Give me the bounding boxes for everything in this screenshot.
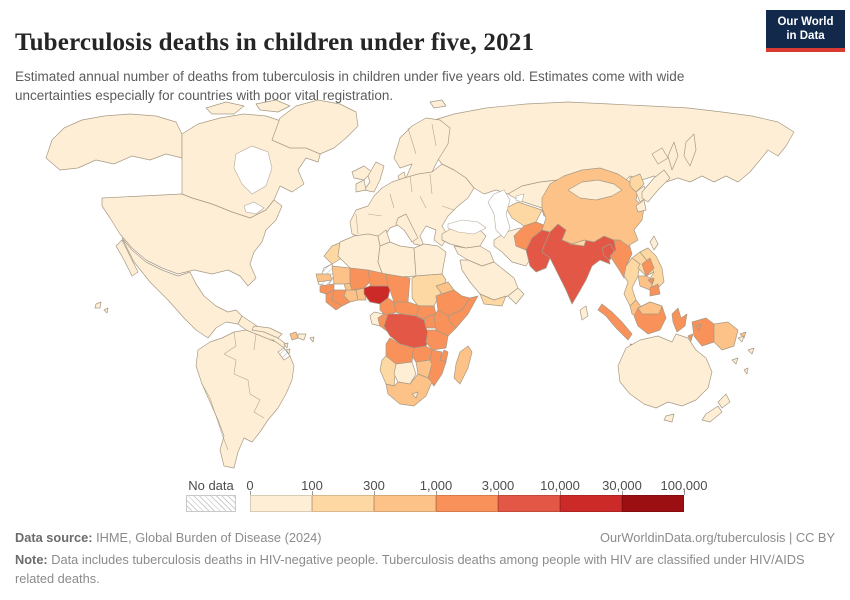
country-thailand[interactable]	[623, 257, 641, 307]
country-uk[interactable]	[363, 161, 385, 193]
legend-bin-2[interactable]	[312, 495, 374, 512]
hudson-bay	[233, 145, 273, 195]
country-senegal[interactable]	[315, 273, 333, 283]
no-data-swatch[interactable]	[186, 495, 236, 512]
country-zimbabwe[interactable]	[415, 359, 433, 379]
owid-logo-box: Our World in Data	[766, 10, 845, 48]
country-lesotho[interactable]	[411, 391, 419, 399]
country-taiwan[interactable]	[649, 235, 659, 251]
country-french-guiana[interactable]	[277, 347, 291, 361]
black-sea	[447, 219, 487, 235]
legend-bin-7[interactable]	[622, 495, 684, 512]
legend-tick-label: 10,000	[540, 478, 580, 493]
countries-layer[interactable]	[45, 99, 795, 469]
country-yemen[interactable]	[479, 293, 507, 307]
legend-tick-mark	[498, 491, 499, 495]
chart-footer: Data source: IHME, Global Burden of Dise…	[15, 530, 835, 588]
footnote: Note: Data includes tuberculosis deaths …	[15, 551, 835, 588]
owid-logo-line1: Our World	[777, 15, 834, 28]
country-dominican-republic[interactable]	[297, 333, 307, 341]
legend-color-bar: 0 100 300 1,000 3,000 10,000 30,000 100,000	[246, 478, 708, 512]
legend-tick-mark	[560, 491, 561, 495]
legend-bin-5[interactable]	[498, 495, 560, 512]
country-libya[interactable]	[377, 241, 417, 279]
legend-bin-6[interactable]	[560, 495, 622, 512]
country-kenya[interactable]	[433, 309, 457, 337]
country-madagascar[interactable]	[453, 345, 473, 385]
legend-tick-label: 100	[301, 478, 323, 493]
legend-tick-label: 0	[246, 478, 254, 493]
world-map[interactable]	[38, 98, 818, 473]
owid-logo[interactable]: Our World in Data	[766, 10, 845, 52]
map-legend: No data 0 100 300 1,000 3,000 10,000 30,000 100…	[0, 478, 850, 514]
country-greenland[interactable]	[271, 99, 359, 155]
legend-tick-mark	[250, 491, 251, 495]
south-america-borders	[201, 331, 265, 451]
no-data-label: No data	[188, 478, 234, 493]
water-layer	[233, 145, 525, 239]
legend-tick-mark	[374, 491, 375, 495]
owid-logo-line2: in Data	[786, 30, 825, 42]
country-north-korea[interactable]	[629, 173, 645, 193]
country-italy[interactable]	[395, 213, 419, 243]
country-hawaii[interactable]	[94, 301, 109, 314]
legend-bin-1[interactable]	[250, 495, 312, 512]
country-cuba[interactable]	[251, 325, 283, 339]
country-svalbard[interactable]	[429, 99, 447, 109]
country-oman[interactable]	[507, 287, 525, 305]
country-pacific-islands[interactable]	[731, 335, 755, 375]
legend-tick-mark	[684, 491, 685, 495]
country-japan[interactable]	[635, 147, 671, 213]
legend-tick-label: 100,000	[660, 478, 708, 493]
country-tanzania[interactable]	[425, 329, 449, 351]
country-usa[interactable]	[101, 193, 283, 287]
country-chad[interactable]	[385, 273, 411, 303]
legend-tick-mark	[312, 491, 313, 495]
country-mexico[interactable]	[115, 237, 243, 339]
country-south-africa[interactable]	[385, 373, 433, 407]
country-saudi-arabia[interactable]	[459, 259, 519, 301]
page-title: Tuberculosis deaths in children under fi…	[15, 28, 535, 56]
country-malaysia-borneo[interactable]	[637, 301, 663, 315]
great-lakes	[243, 201, 265, 215]
footnote-text: Data includes tuberculosis deaths in HIV…	[15, 552, 805, 586]
legend-tick-mark	[436, 491, 437, 495]
legend-tick-label: 30,000	[602, 478, 642, 493]
country-zambia[interactable]	[411, 345, 433, 363]
europe-borders	[355, 123, 455, 235]
country-haiti[interactable]	[289, 331, 299, 341]
country-lesser-antilles[interactable]	[283, 336, 315, 355]
credit-link[interactable]: OurWorldinData.org/tuberculosis | CC BY	[600, 530, 835, 545]
footnote-label: Note:	[15, 552, 48, 567]
data-source-text: IHME, Global Burden of Disease (2024)	[92, 530, 322, 545]
caspian-sea	[487, 189, 511, 239]
legend-tick-label: 3,000	[481, 478, 515, 493]
legend-tick-label: 300	[363, 478, 385, 493]
inner-borders-layer	[201, 123, 455, 451]
country-mauritania[interactable]	[331, 265, 351, 285]
country-papua-new-guinea[interactable]	[713, 321, 747, 351]
chart-subtitle: Estimated annual number of deaths from t…	[15, 68, 685, 104]
owid-logo-accent	[766, 48, 845, 52]
country-alaska[interactable]	[45, 113, 183, 171]
country-new-zealand[interactable]	[701, 393, 731, 423]
country-south-america[interactable]	[195, 329, 295, 469]
legend-bin-3[interactable]	[374, 495, 436, 512]
legend-tick-label: 1,000	[419, 478, 453, 493]
country-europe[interactable]	[349, 163, 475, 247]
country-ireland[interactable]	[355, 179, 367, 193]
country-australia[interactable]	[617, 333, 713, 423]
country-russia[interactable]	[401, 101, 795, 195]
aral-sea	[515, 193, 525, 203]
country-mongolia[interactable]	[567, 179, 623, 201]
country-uzbekistan-turkmenistan[interactable]	[505, 201, 543, 227]
legend-bin-4[interactable]	[436, 495, 498, 512]
data-source-label: Data source:	[15, 530, 93, 545]
country-egypt[interactable]	[413, 243, 447, 277]
data-source: Data source: IHME, Global Burden of Dise…	[15, 530, 322, 545]
country-sri-lanka[interactable]	[579, 305, 589, 321]
country-philippines[interactable]	[641, 257, 661, 297]
legend-tick-mark	[622, 491, 623, 495]
